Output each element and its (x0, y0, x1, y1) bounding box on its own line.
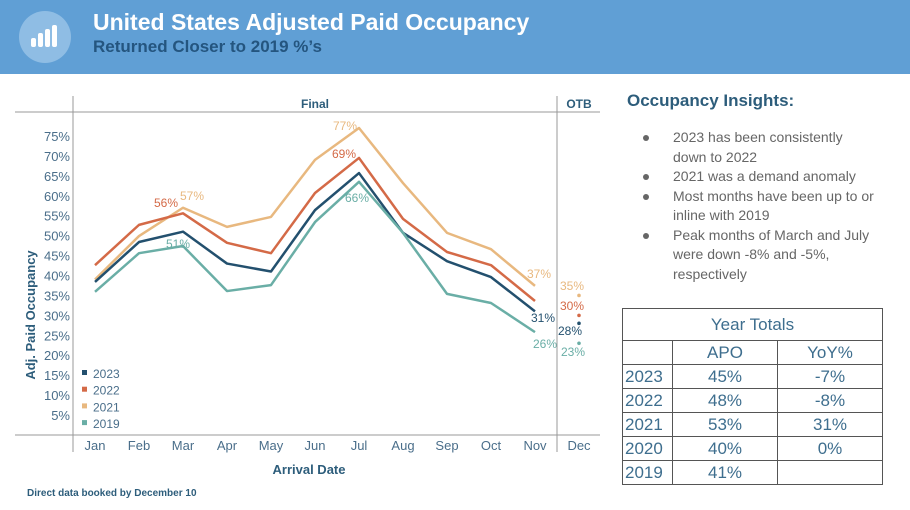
panel-label-final: Final (301, 97, 329, 111)
year-cell: 2019 (622, 460, 673, 485)
panel-label-otb: OTB (566, 97, 592, 111)
x-tick-label: Dec (567, 438, 591, 453)
x-tick-label: Apr (217, 438, 238, 453)
y-tick-label: 70% (44, 149, 70, 164)
dec-point-2023 (577, 321, 581, 326)
table-title: Year Totals (622, 308, 883, 341)
yoy-cell: 31% (777, 412, 883, 437)
x-tick-label: Sep (435, 438, 458, 453)
x-tick-label: May (259, 438, 284, 453)
x-tick-label: Feb (128, 438, 150, 453)
year-cell: 2021 (622, 412, 673, 437)
data-label-2022: 56% (154, 196, 178, 210)
y-tick-label: 15% (44, 368, 70, 383)
y-tick-label: 20% (44, 348, 70, 363)
y-tick-label: 30% (44, 308, 70, 323)
table-row: 2019 41% (622, 460, 883, 485)
y-tick-label: 10% (44, 388, 70, 403)
data-label-2023: 28% (558, 324, 582, 338)
y-tick-label: 50% (44, 229, 70, 244)
page-title: United States Adjusted Paid Occupancy (93, 9, 530, 35)
page-subtitle: Returned Closer to 2019 %’s (93, 37, 322, 56)
legend-label-2021: 2021 (93, 400, 120, 414)
y-tick-label: 35% (44, 288, 70, 303)
data-label-2021: 57% (180, 189, 204, 203)
y-tick-label: 45% (44, 249, 70, 264)
x-tick-label: Oct (481, 438, 502, 453)
y-tick-label: 40% (44, 269, 70, 284)
table-row: 2021 53% 31% (622, 412, 883, 437)
dec-point-2022 (577, 313, 581, 318)
data-label-2019: 51% (166, 237, 190, 251)
table-header: YoY% (777, 340, 883, 365)
year-cell: 2023 (622, 364, 673, 389)
x-tick-label: Jun (305, 438, 326, 453)
x-tick-label: Jul (351, 438, 368, 453)
y-tick-label: 65% (44, 169, 70, 184)
header-banner: United States Adjusted Paid Occupancy Re… (0, 0, 910, 74)
data-label-2019: 23% (561, 345, 585, 359)
data-label-2021: 77% (333, 119, 357, 133)
legend-swatch-2023 (82, 370, 87, 375)
apo-cell: 48% (672, 388, 778, 413)
table-row: 2023 45% -7% (622, 364, 883, 389)
y-tick-label: 25% (44, 328, 70, 343)
y-tick-label: 75% (44, 129, 70, 144)
year-totals-table: Year Totals APO YoY% 2023 45% -7% 2022 48% -… (622, 308, 883, 485)
y-tick-label: 55% (44, 209, 70, 224)
x-tick-label: Mar (172, 438, 195, 453)
dec-point-2019 (577, 341, 581, 346)
yoy-cell (777, 460, 883, 485)
legend-label-2022: 2022 (93, 384, 120, 398)
table-header-row: APO YoY% (622, 340, 883, 365)
legend-swatch-2022 (82, 386, 87, 392)
insight-bullet: Peak months of March and July were down … (640, 226, 880, 285)
legend-swatch-2021 (82, 403, 87, 409)
x-axis-title: Arrival Date (273, 462, 346, 477)
insights-list: 2023 has been consistently down to 2022 … (640, 128, 880, 284)
data-label-2019: 26% (533, 337, 557, 351)
year-cell: 2020 (622, 436, 673, 461)
x-tick-label: Nov (523, 438, 547, 453)
y-tick-label: 5% (51, 408, 70, 423)
insight-bullet: Most months have been up to or inline wi… (640, 187, 880, 226)
legend-swatch-2019 (82, 420, 87, 426)
series-line-2022 (94, 156, 536, 302)
table-header (622, 340, 673, 365)
yoy-cell: -8% (777, 388, 883, 413)
bar-chart-icon (19, 11, 71, 63)
data-label-2022: 30% (560, 299, 584, 313)
apo-cell: 45% (672, 364, 778, 389)
x-tick-label: Aug (391, 438, 414, 453)
data-label-2021: 37% (527, 267, 551, 281)
series-line-2023 (94, 171, 536, 313)
apo-cell: 53% (672, 412, 778, 437)
table-row: 2020 40% 0% (622, 436, 883, 461)
data-label-2022: 69% (332, 147, 356, 161)
series-line-2019 (94, 180, 536, 334)
table-row: 2022 48% -8% (622, 388, 883, 413)
data-label-2019: 66% (345, 191, 369, 205)
legend-label-2023: 2023 (93, 367, 120, 381)
legend-label-2019: 2019 (93, 417, 120, 431)
apo-cell: 40% (672, 436, 778, 461)
year-cell: 2022 (622, 388, 673, 413)
footer-note: Direct data booked by December 10 (27, 488, 197, 499)
y-axis-title: Adj. Paid Occupancy (23, 250, 38, 380)
x-tick-label: Jan (85, 438, 106, 453)
dec-point-2021 (577, 293, 581, 298)
data-label-2023: 31% (531, 311, 555, 325)
insight-bullet: 2021 was a demand anomaly (640, 167, 880, 187)
occupancy-line-chart: Final OTB 5% 10% 15% 20% 25% 30% 35% 40% 45% 50% 55%… (15, 96, 600, 477)
insight-bullet: 2023 has been consistently down to 2022 (640, 128, 880, 167)
apo-cell: 41% (672, 460, 778, 485)
insights-title: Occupancy Insights: (627, 91, 795, 110)
y-tick-label: 60% (44, 189, 70, 204)
data-label-2021: 35% (560, 279, 584, 293)
table-header: APO (672, 340, 778, 365)
yoy-cell: 0% (777, 436, 883, 461)
yoy-cell: -7% (777, 364, 883, 389)
